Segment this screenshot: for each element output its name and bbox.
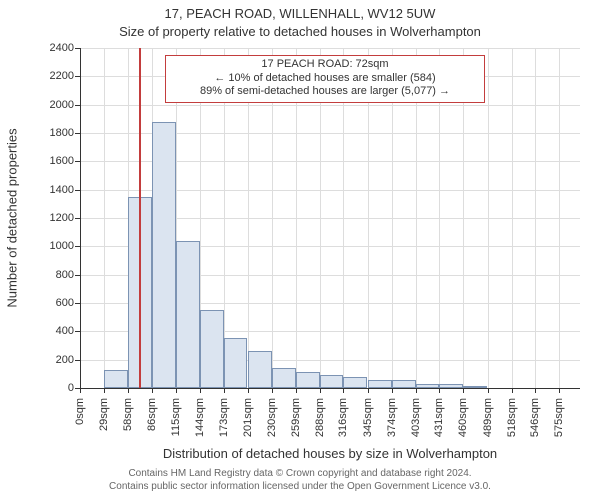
x-tick-label: 546sqm xyxy=(529,396,541,437)
x-tick-label: 374sqm xyxy=(386,396,398,437)
x-tick-label: 173sqm xyxy=(218,396,230,437)
histogram-bar xyxy=(224,338,247,388)
x-tick-label: 230sqm xyxy=(266,396,278,437)
y-axis-title: Number of detached properties xyxy=(5,48,20,388)
histogram-bar xyxy=(200,310,224,388)
y-tick-label: 1000 xyxy=(50,240,80,252)
annotation-line-3: 89% of semi-detached houses are larger (… xyxy=(170,85,480,99)
chart-plot-area: 0200400600800100012001400160018002000220… xyxy=(80,48,580,388)
histogram-bar xyxy=(343,377,367,388)
x-tick-label: 403sqm xyxy=(410,396,422,437)
x-tick-label: 575sqm xyxy=(553,396,565,437)
histogram-bar xyxy=(392,380,416,389)
y-tick-label: 2400 xyxy=(50,42,80,54)
y-grid-line xyxy=(80,105,580,106)
histogram-bar xyxy=(320,375,343,388)
footer-line-1: Contains HM Land Registry data © Crown c… xyxy=(0,468,600,479)
x-grid-line xyxy=(488,48,489,388)
y-tick-label: 1200 xyxy=(50,212,80,224)
histogram-bar xyxy=(368,380,392,389)
x-tick-label: 316sqm xyxy=(337,396,349,437)
x-tick-label: 288sqm xyxy=(314,396,326,437)
x-tick-label: 345sqm xyxy=(362,396,374,437)
annotation-line-2: ← 10% of detached houses are smaller (58… xyxy=(170,72,480,86)
y-tick-label: 800 xyxy=(56,269,80,281)
x-tick-label: 144sqm xyxy=(194,396,206,437)
x-tick-label: 0sqm xyxy=(74,396,86,425)
x-tick-label: 86sqm xyxy=(146,396,158,431)
x-grid-line xyxy=(512,48,513,388)
histogram-bar xyxy=(296,372,320,388)
subject-marker-line xyxy=(139,48,141,388)
histogram-bar xyxy=(248,351,272,388)
y-axis-line xyxy=(80,48,81,388)
x-tick-label: 460sqm xyxy=(457,396,469,437)
footer-line-2: Contains public sector information licen… xyxy=(0,481,600,492)
histogram-bar xyxy=(272,368,296,388)
x-grid-line xyxy=(535,48,536,388)
y-tick-label: 600 xyxy=(56,297,80,309)
x-tick-label: 259sqm xyxy=(290,396,302,437)
y-tick-label: 1800 xyxy=(50,127,80,139)
x-grid-line xyxy=(559,48,560,388)
x-tick-label: 201sqm xyxy=(242,396,254,437)
x-tick-label: 115sqm xyxy=(170,396,182,436)
histogram-bar xyxy=(152,122,176,388)
histogram-bar xyxy=(104,370,128,388)
x-axis-title: Distribution of detached houses by size … xyxy=(80,446,580,461)
y-grid-line xyxy=(80,48,580,49)
x-axis-line xyxy=(80,388,580,389)
x-tick-label: 431sqm xyxy=(433,396,445,437)
x-tick-label: 518sqm xyxy=(506,396,518,437)
x-tick-label: 29sqm xyxy=(98,396,110,431)
x-tick-label: 58sqm xyxy=(122,396,134,431)
y-tick-label: 0 xyxy=(68,382,80,394)
y-tick-label: 1400 xyxy=(50,184,80,196)
y-tick-label: 2000 xyxy=(50,99,80,111)
histogram-bar xyxy=(176,241,200,388)
page-title-line2: Size of property relative to detached ho… xyxy=(0,24,600,39)
annotation-box: 17 PEACH ROAD: 72sqm← 10% of detached ho… xyxy=(165,55,485,103)
x-grid-line xyxy=(104,48,105,388)
y-tick-label: 2200 xyxy=(50,70,80,82)
y-tick-label: 200 xyxy=(56,354,80,366)
annotation-line-1: 17 PEACH ROAD: 72sqm xyxy=(170,58,480,72)
y-tick-label: 400 xyxy=(56,325,80,337)
page-title-line1: 17, PEACH ROAD, WILLENHALL, WV12 5UW xyxy=(0,6,600,21)
x-tick-label: 489sqm xyxy=(482,396,494,437)
y-tick-label: 1600 xyxy=(50,155,80,167)
